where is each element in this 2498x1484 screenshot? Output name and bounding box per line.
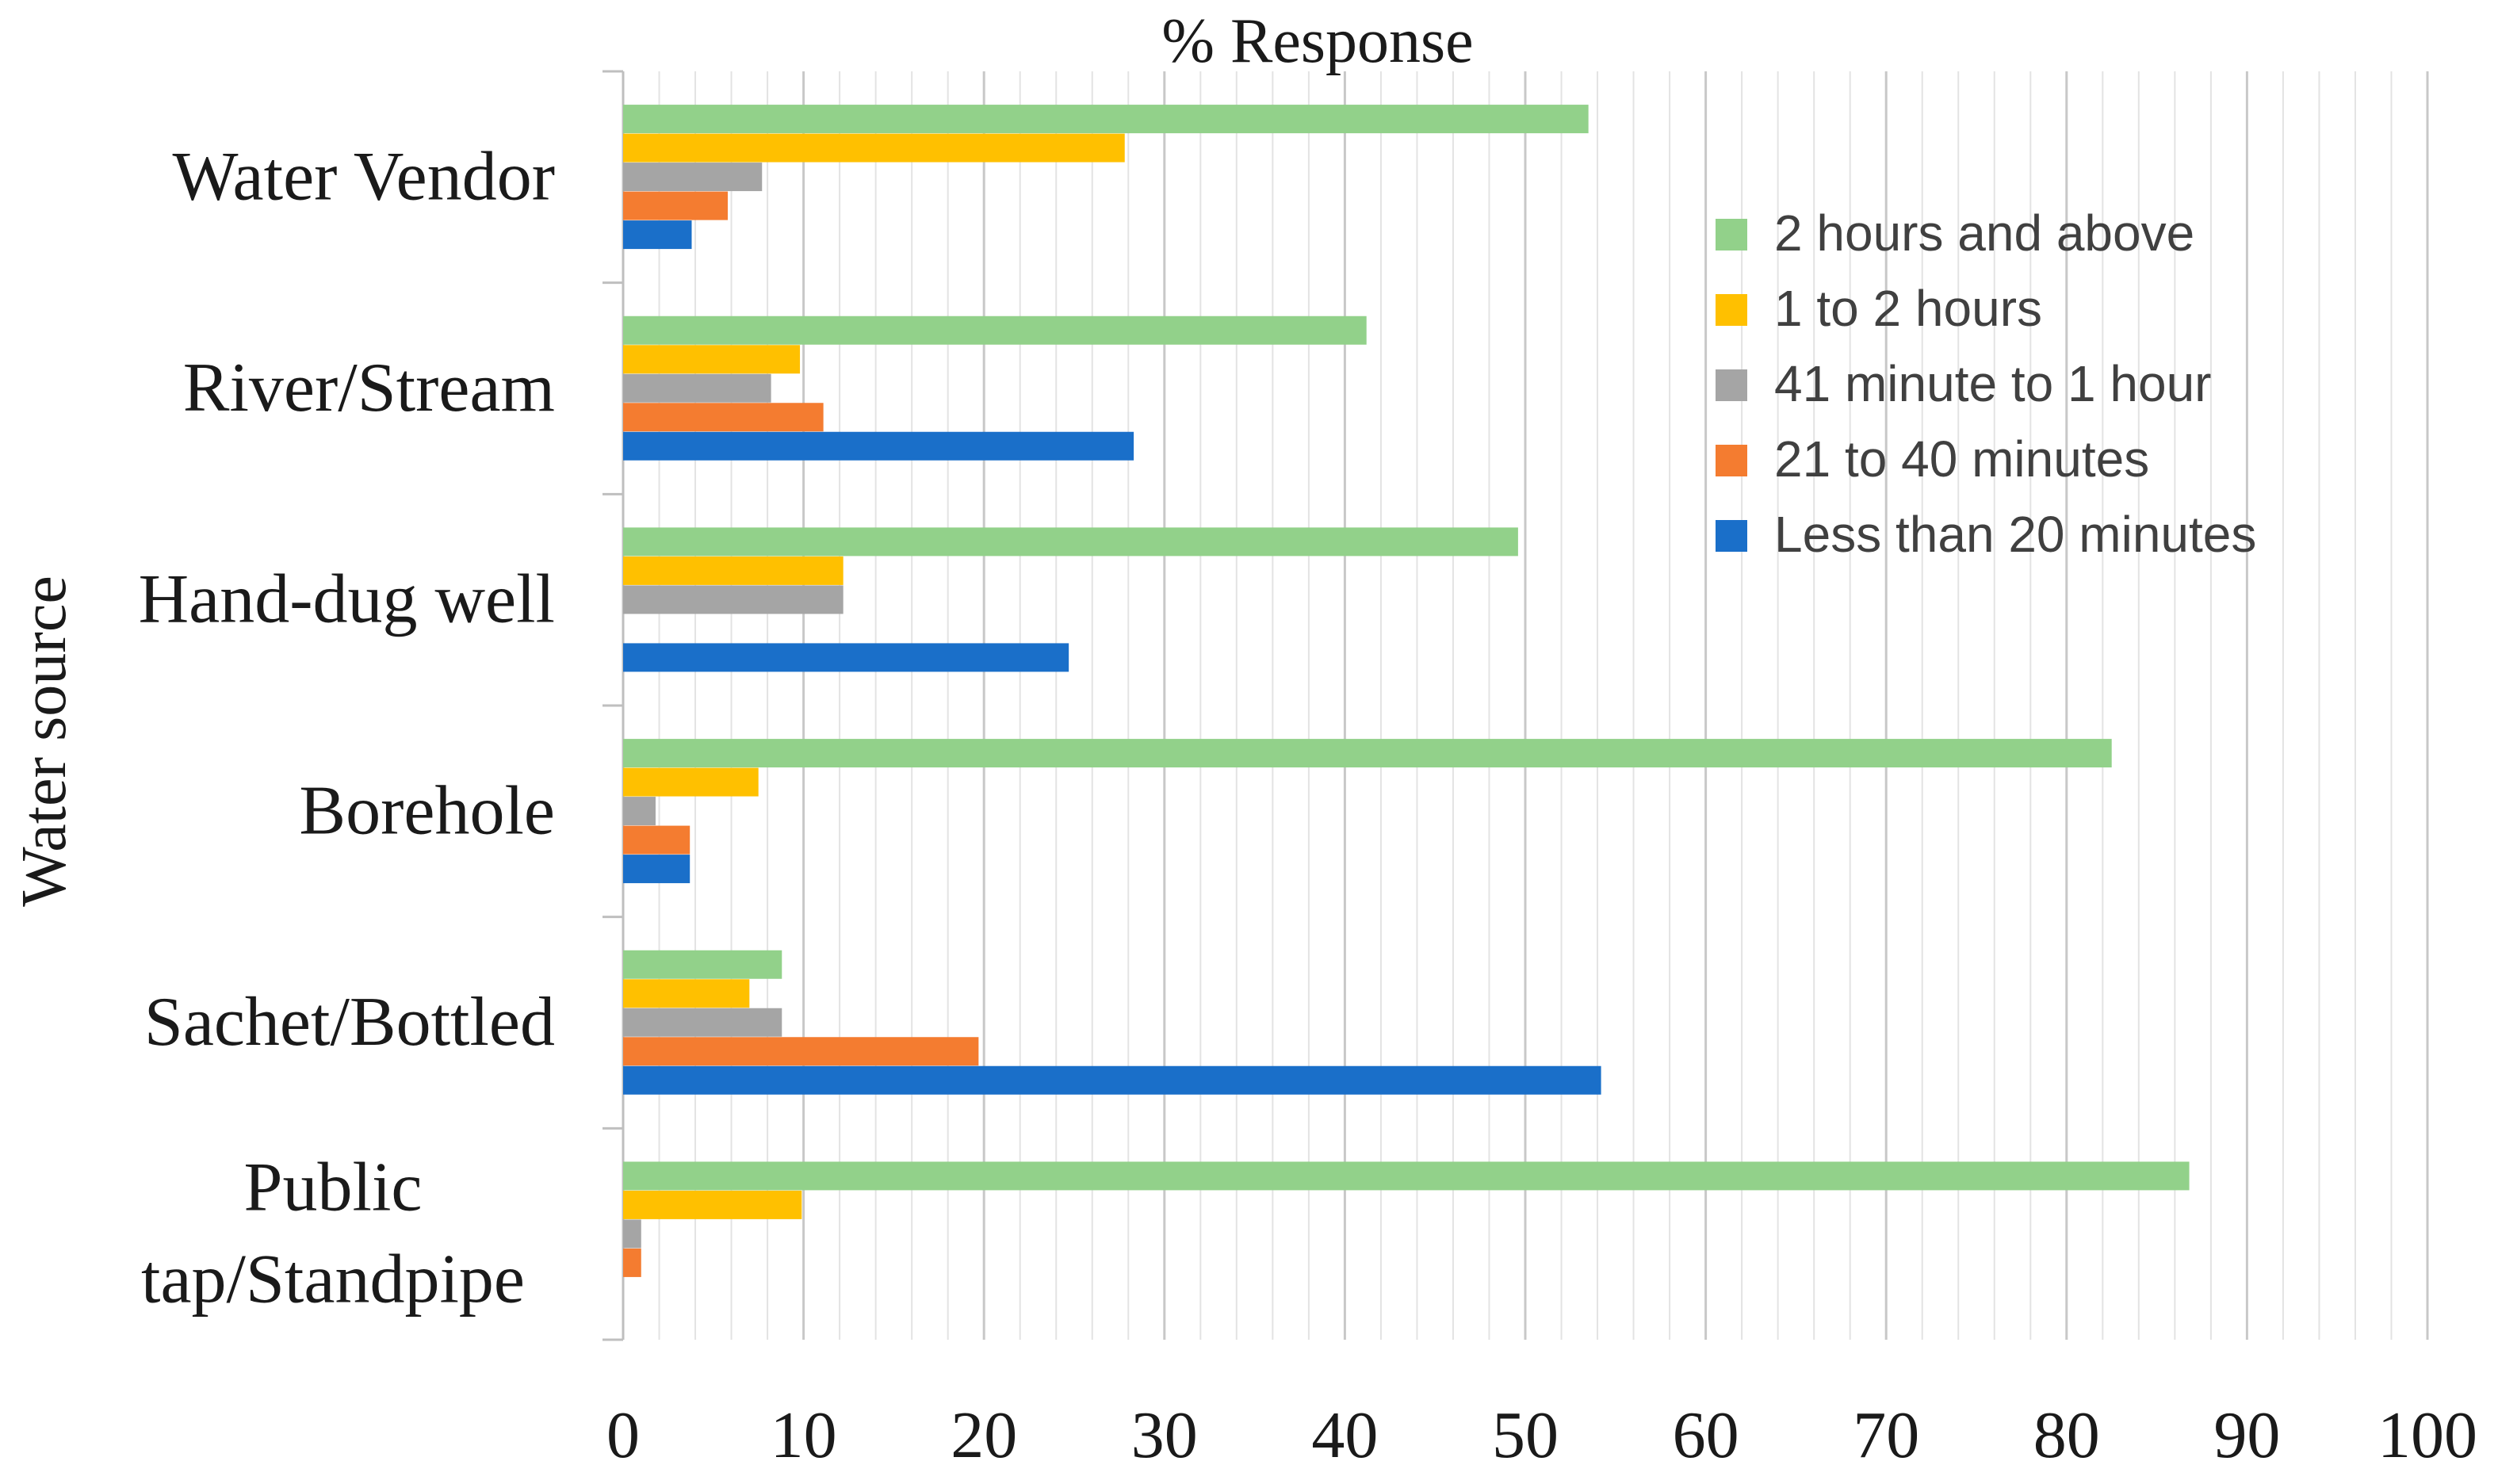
legend-swatch bbox=[1716, 369, 1747, 401]
bar bbox=[623, 163, 763, 192]
legend-label: Less than 20 minutes bbox=[1774, 506, 2256, 563]
bar bbox=[623, 1219, 641, 1249]
category-label: Borehole bbox=[299, 772, 555, 849]
bar bbox=[623, 220, 692, 250]
bar bbox=[623, 527, 1518, 556]
category-label: tap/Standpipe bbox=[141, 1241, 525, 1318]
bar bbox=[623, 556, 844, 585]
x-tick-label: 20 bbox=[951, 1398, 1017, 1472]
legend-swatch bbox=[1716, 445, 1747, 476]
y-axis bbox=[603, 70, 625, 1341]
bar bbox=[623, 1248, 641, 1277]
x-tick-label: 90 bbox=[2213, 1398, 2280, 1472]
legend-label: 2 hours and above bbox=[1774, 205, 2194, 262]
bar bbox=[623, 133, 1125, 163]
category-label: Water Vendor bbox=[173, 138, 555, 215]
chart-title: % Response bbox=[1161, 6, 1473, 76]
bar bbox=[623, 1008, 782, 1037]
bar bbox=[623, 797, 656, 826]
bar bbox=[623, 373, 771, 403]
legend-label: 1 to 2 hours bbox=[1774, 280, 2042, 337]
bar bbox=[623, 1190, 802, 1219]
bar bbox=[623, 739, 2112, 768]
bar bbox=[623, 345, 801, 374]
bar bbox=[623, 105, 1589, 134]
x-tick-labels: 0 10 20 30 40 50 60 70 80 90 100 bbox=[606, 1398, 2477, 1472]
x-tick-label: 60 bbox=[1673, 1398, 1739, 1472]
category-label: Public bbox=[244, 1149, 423, 1226]
bar bbox=[623, 1037, 979, 1066]
x-tick-label: 80 bbox=[2033, 1398, 2100, 1472]
bars bbox=[623, 105, 2190, 1277]
bar bbox=[623, 855, 690, 884]
legend: 2 hours and above 1 to 2 hours 41 minute t… bbox=[1716, 205, 2256, 563]
bar bbox=[623, 403, 824, 432]
bar bbox=[623, 431, 1134, 461]
x-tick-label: 30 bbox=[1131, 1398, 1198, 1472]
category-label: Sachet/Bottled bbox=[144, 984, 555, 1061]
bar bbox=[623, 1161, 2190, 1191]
bar bbox=[623, 643, 1069, 672]
x-tick-label: 50 bbox=[1492, 1398, 1559, 1472]
category-label: River/Stream bbox=[183, 350, 555, 426]
x-tick-label: 0 bbox=[606, 1398, 640, 1472]
bar bbox=[623, 191, 729, 220]
bar bbox=[623, 1065, 1601, 1095]
legend-label: 41 minute to 1 hour bbox=[1774, 355, 2211, 412]
x-tick-label: 10 bbox=[771, 1398, 837, 1472]
bar bbox=[623, 767, 759, 797]
legend-swatch bbox=[1716, 520, 1747, 552]
bar bbox=[623, 316, 1367, 345]
legend-swatch bbox=[1716, 294, 1747, 326]
gridlines bbox=[658, 71, 2429, 1340]
category-label: Hand-dug well bbox=[139, 561, 555, 638]
category-labels: Water Vendor River/Stream Hand-dug well Bor… bbox=[139, 138, 555, 1318]
bar bbox=[623, 825, 690, 855]
x-tick-label: 40 bbox=[1311, 1398, 1378, 1472]
bar bbox=[623, 979, 750, 1008]
y-axis-title: Water source bbox=[10, 576, 79, 907]
bar bbox=[623, 585, 844, 614]
legend-label: 21 to 40 minutes bbox=[1774, 430, 2149, 488]
bar bbox=[623, 950, 782, 979]
legend-swatch bbox=[1716, 219, 1747, 251]
x-tick-label: 70 bbox=[1853, 1398, 1919, 1472]
x-tick-label: 100 bbox=[2377, 1398, 2477, 1472]
